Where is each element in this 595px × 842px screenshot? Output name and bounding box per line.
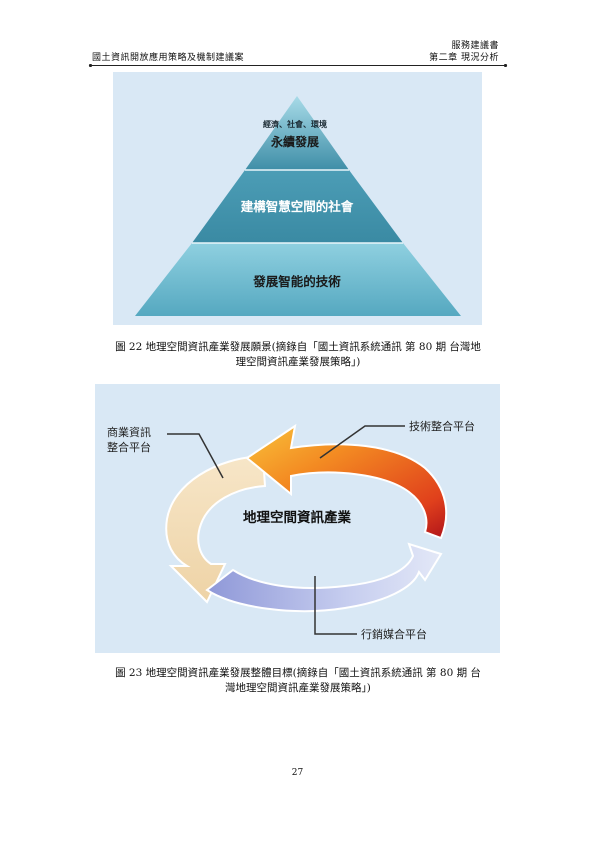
pyramid-tier-middle — [192, 170, 403, 243]
page-number: 27 — [291, 768, 304, 778]
cycle-label-technology: 技術整合平台 — [409, 419, 475, 433]
cycle-center-label: 地理空間資訊產業 — [243, 509, 351, 526]
cycle-arrow-blue — [205, 542, 443, 613]
pyramid-tier-top — [245, 96, 349, 170]
pyramid-top-sublabel: 經濟、社會、環境 — [263, 119, 327, 129]
callout-line-right — [319, 425, 405, 459]
caption-line: 灣地理空間資訊產業發展策略」) — [225, 682, 371, 694]
cycle-arrow-cream — [165, 454, 267, 604]
cycle-figure: 地理空間資訊產業 商業資訊 整合平台 技術整合平台 行銷媒合平台 — [95, 384, 500, 653]
cycle-label-business-2: 整合平台 — [107, 440, 151, 454]
cycle-label-marketing: 行銷媒合平台 — [361, 627, 427, 641]
pyramid-top-label: 永續發展 — [270, 134, 319, 149]
header-rule — [88, 64, 508, 67]
header-doc-type: 服務建議書 — [451, 41, 499, 51]
header-chapter: 第二章 現況分析 — [429, 53, 499, 63]
pyramid-figure: 經濟、社會、環境 永續發展 建構智慧空間的社會 發展智能的技術 — [113, 72, 482, 325]
header-project-title: 國土資訊開放應用策略及機制建議案 — [92, 53, 245, 63]
cycle-arrow-orange — [245, 423, 448, 540]
pyramid-bottom-label: 發展智能的技術 — [252, 274, 341, 289]
pyramid-tier-bottom — [135, 243, 461, 316]
callout-line-left — [167, 433, 224, 479]
figure-23-caption: 圖 23 地理空間資訊產業發展整體目標(摘錄自「國土資訊系統通訊 第 80 期 … — [88, 666, 508, 696]
caption-line: 理空間資訊產業發展策略」) — [235, 356, 361, 368]
cycle-label-business-1: 商業資訊 — [107, 425, 151, 439]
pyramid-middle-label: 建構智慧空間的社會 — [241, 199, 354, 214]
caption-line: 圖 23 地理空間資訊產業發展整體目標(摘錄自「國土資訊系統通訊 第 80 期 … — [115, 667, 481, 679]
figure-22-caption: 圖 22 地理空間資訊產業發展願景(摘錄自「國土資訊系統通訊 第 80 期 台灣… — [88, 340, 508, 370]
caption-line: 圖 22 地理空間資訊產業發展願景(摘錄自「國土資訊系統通訊 第 80 期 台灣… — [115, 341, 481, 353]
callout-line-bottom — [314, 576, 357, 635]
